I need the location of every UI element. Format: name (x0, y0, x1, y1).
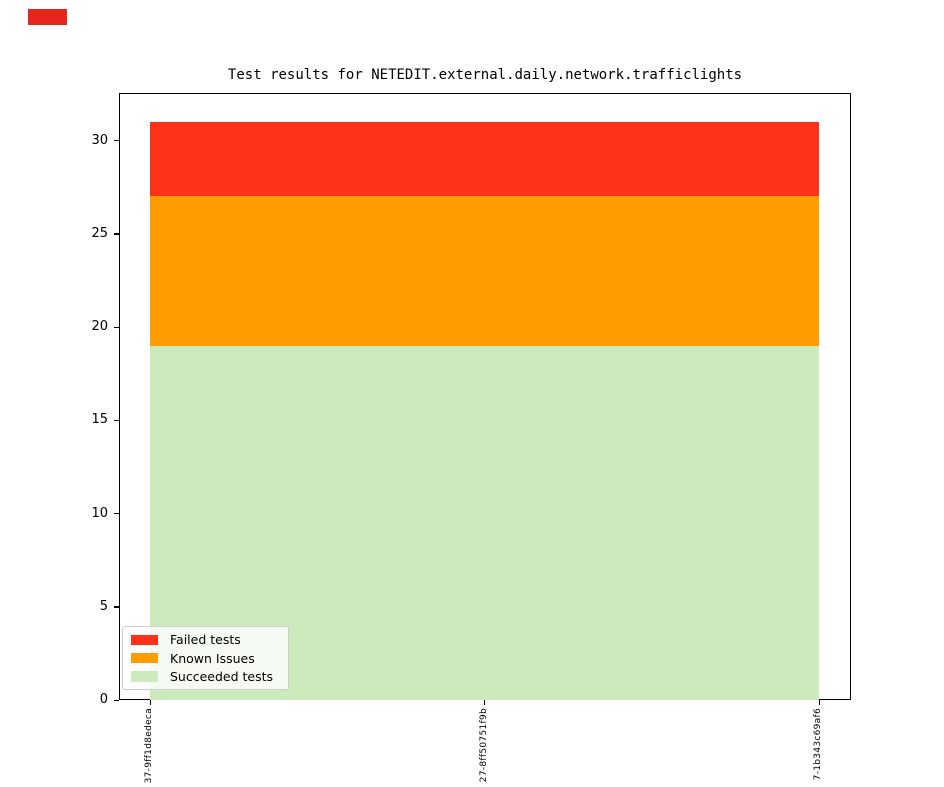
failed-tests-swatch (131, 634, 158, 645)
legend-label: Succeeded tests (170, 668, 274, 684)
y-tick-label: 25 (91, 225, 108, 241)
y-tick-label: 20 (91, 319, 108, 334)
x-tick-label: 37-9ff1d8edeca (144, 708, 154, 784)
x-tick-label: 27-8ff50751f9b (478, 708, 489, 783)
legend-item: Failed tests (131, 632, 280, 647)
legend-label: Known Issues (170, 650, 255, 666)
y-tick-mark (114, 606, 119, 608)
y-tick-mark (114, 419, 119, 422)
y-tick-label: 5 (99, 598, 108, 614)
area-failed-tests (150, 121, 819, 197)
known-issues-swatch (131, 652, 158, 664)
legend-item: Known Issues (131, 651, 280, 666)
x-tick-mark (484, 700, 486, 705)
y-tick-mark (114, 326, 119, 328)
legend-item: Succeeded tests (131, 669, 280, 684)
y-tick-label: 30 (91, 132, 108, 148)
y-tick-mark (114, 699, 119, 701)
y-tick-label: 10 (91, 505, 108, 521)
x-tick-mark (149, 700, 151, 705)
x-tick-label: 7-1b343c69af6 (813, 708, 823, 781)
y-tick-label: 15 (91, 412, 108, 428)
chart-title: Test results for NETEDIT.external.daily.… (227, 67, 743, 83)
y-tick-mark (114, 513, 119, 515)
y-tick-mark (114, 233, 119, 235)
legend-label: Failed tests (170, 632, 241, 648)
area-known-issues (150, 196, 819, 346)
y-tick-mark (114, 140, 119, 142)
legend: Failed tests Known Issues Succeeded tests (122, 626, 289, 690)
succeeded-tests-swatch (131, 671, 158, 682)
y-tick-label: 0 (99, 692, 108, 707)
status-indicator (28, 9, 67, 25)
x-tick-mark (818, 700, 820, 705)
